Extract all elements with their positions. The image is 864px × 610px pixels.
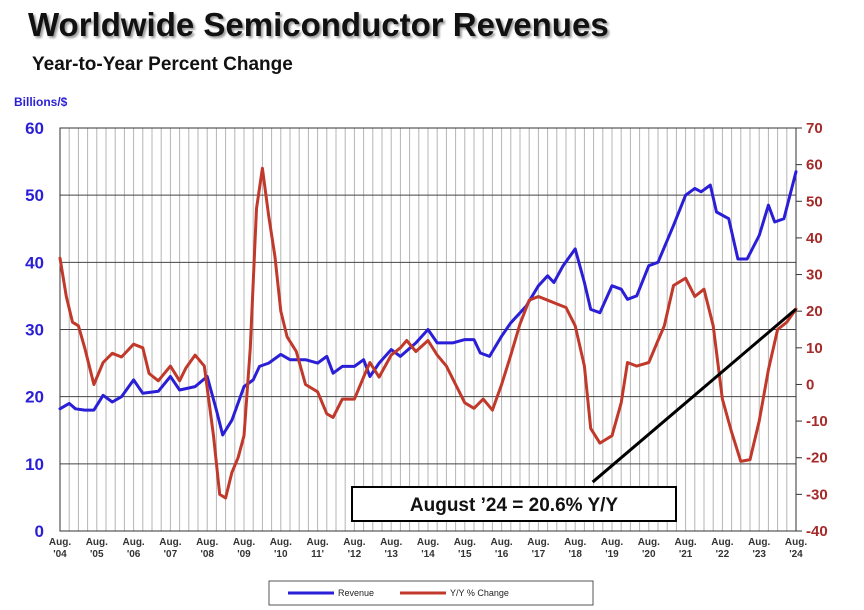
y-tick-label-right: 30 (806, 267, 823, 284)
legend-label-revenue: Revenue (338, 588, 374, 598)
x-tick-label-year: '05 (90, 549, 104, 560)
x-tick-label-month: Aug. (49, 537, 71, 548)
x-tick-label-year: '04 (53, 549, 67, 560)
chart-title: Worldwide Semiconductor Revenues (28, 6, 609, 43)
x-axis: Aug.'04Aug.'05Aug.'06Aug.'07Aug.'08Aug.'… (49, 537, 807, 560)
x-tick-label-month: Aug. (638, 537, 660, 548)
y-axis-label-left: Billions/$ (14, 95, 68, 109)
x-tick-label-month: Aug. (159, 537, 181, 548)
x-tick-label-year: '09 (237, 549, 251, 560)
y-tick-label-right: -40 (806, 523, 828, 540)
x-tick-label-year: '23 (752, 549, 766, 560)
y-tick-label-right: 50 (806, 193, 823, 210)
x-tick-label-year: '13 (384, 549, 398, 560)
x-tick-label-month: Aug. (233, 537, 255, 548)
yy-change-line (58, 166, 798, 500)
y-tick-label-left: 0 (35, 522, 44, 541)
legend-label-yy: Y/Y % Change (450, 588, 509, 598)
x-tick-label-year: '22 (716, 549, 730, 560)
legend: Revenue Y/Y % Change (268, 580, 594, 606)
y-tick-label-left: 60 (25, 119, 44, 138)
x-tick-label-month: Aug. (343, 537, 365, 548)
x-tick-label-year: '18 (568, 549, 582, 560)
x-tick-label-year: '19 (605, 549, 619, 560)
y-tick-label-right: -20 (806, 450, 828, 467)
x-tick-label-year: '06 (127, 549, 141, 560)
x-tick-label-year: '20 (642, 549, 656, 560)
y-tick-label-left: 50 (25, 186, 44, 205)
x-tick-label-month: Aug. (527, 537, 549, 548)
plot-frame (59, 127, 797, 532)
trend-arrow-line (591, 307, 797, 484)
x-tick-label-month: Aug. (380, 537, 402, 548)
x-tick-label-month: Aug. (417, 537, 439, 548)
x-tick-label-month: Aug. (454, 537, 476, 548)
x-tick-label-month: Aug. (196, 537, 218, 548)
x-tick-label-year: '10 (274, 549, 288, 560)
y-tick-label-right: 40 (806, 230, 823, 247)
y-tick-label-left: 10 (25, 455, 44, 474)
x-tick-label-year: '15 (458, 549, 472, 560)
y-tick-label-left: 40 (25, 253, 44, 272)
x-tick-label-month: Aug. (490, 537, 512, 548)
x-tick-label-year: '24 (789, 549, 803, 560)
x-tick-label-month: Aug. (564, 537, 586, 548)
y-tick-label-right: -10 (806, 413, 828, 430)
x-tick-label-month: Aug. (86, 537, 108, 548)
y-tick-label-left: 30 (25, 321, 44, 340)
annotation-text: August ’24 = 20.6% Y/Y (410, 495, 619, 516)
x-tick-label-month: Aug. (785, 537, 807, 548)
left-axis: 0 10 20 30 40 50 60 (25, 119, 44, 541)
y-tick-label-right: 20 (806, 303, 823, 320)
x-tick-label-year: '16 (495, 549, 509, 560)
x-tick-label-month: Aug. (306, 537, 328, 548)
x-tick-label-year: '12 (348, 549, 362, 560)
annotation-layer: August ’24 = 20.6% Y/Y (351, 307, 797, 522)
x-tick-label-year: '08 (200, 549, 214, 560)
x-tick-label-year: '21 (679, 549, 693, 560)
y-tick-label-right: -30 (806, 486, 828, 503)
chart-subtitle: Year-to-Year Percent Change (32, 54, 293, 75)
x-tick-label-month: Aug. (748, 537, 770, 548)
y-tick-label-right: 10 (806, 340, 823, 357)
series-layer (58, 166, 798, 500)
x-tick-label-month: Aug. (601, 537, 623, 548)
y-tick-label-right: 70 (806, 120, 823, 137)
y-tick-label-left: 20 (25, 388, 44, 407)
annotation-box (351, 486, 677, 522)
x-tick-label-month: Aug. (122, 537, 144, 548)
y-tick-label-right: 60 (806, 157, 823, 174)
x-tick-label-year: '14 (421, 549, 435, 560)
y-tick-label-right: 0 (806, 376, 814, 393)
x-tick-label-month: Aug. (674, 537, 696, 548)
revenue-line (58, 170, 798, 437)
right-axis: -40 -30 -20 -10 0 10 20 30 40 50 60 70 (796, 120, 828, 540)
x-tick-label-year: 11' (311, 549, 324, 560)
x-tick-label-year: '07 (164, 549, 178, 560)
x-tick-label-month: Aug. (270, 537, 292, 548)
x-tick-label-year: '17 (532, 549, 546, 560)
x-tick-label-month: Aug. (711, 537, 733, 548)
